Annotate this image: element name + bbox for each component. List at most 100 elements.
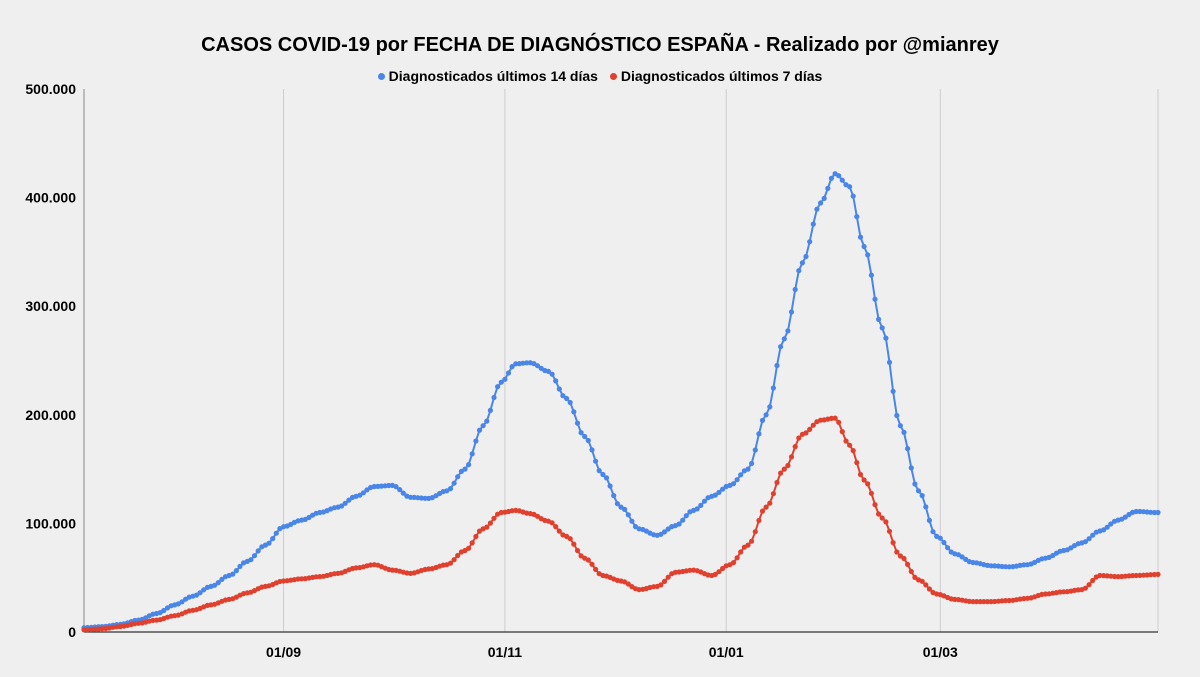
data-point: [847, 184, 853, 190]
data-point: [886, 528, 893, 534]
x-tick-label: 01/09: [266, 644, 301, 660]
data-point: [495, 384, 501, 390]
data-point: [712, 571, 718, 578]
data-point: [926, 517, 933, 524]
data-point: [509, 364, 515, 370]
data-point: [919, 493, 925, 499]
data-point: [832, 415, 838, 421]
data-point: [473, 438, 479, 444]
data-point: [593, 458, 599, 464]
data-point: [883, 519, 889, 525]
data-point: [981, 599, 987, 605]
data-point: [850, 448, 856, 454]
data-point: [1086, 536, 1092, 542]
data-point: [614, 501, 621, 507]
chart-title: CASOS COVID-19 por FECHA DE DIAGNÓSTICO …: [201, 34, 999, 56]
data-point: [451, 480, 457, 486]
data-point: [161, 607, 167, 614]
data-point: [810, 422, 816, 428]
data-point: [215, 580, 221, 586]
data-point: [201, 587, 207, 593]
data-point: [549, 520, 555, 526]
data-point: [966, 598, 972, 605]
data-point: [1097, 572, 1103, 579]
data-point: [774, 479, 780, 486]
data-point: [818, 200, 824, 206]
data-point: [545, 368, 552, 374]
data-point: [487, 520, 493, 526]
data-point: [1155, 509, 1161, 516]
legend: Diagnosticados últimos 14 días Diagnosti…: [0, 68, 1200, 84]
data-point: [992, 563, 998, 569]
data-point: [763, 504, 769, 510]
y-tick-label: 100.000: [25, 515, 76, 531]
data-point: [803, 430, 809, 436]
data-point: [1006, 564, 1012, 570]
data-point: [763, 412, 769, 418]
data-point: [317, 574, 323, 580]
data-point: [212, 582, 218, 588]
data-point: [680, 517, 686, 523]
data-point: [574, 420, 581, 426]
data-point: [984, 599, 991, 605]
data-point: [876, 511, 882, 517]
y-tick-label: 0: [68, 624, 76, 640]
data-point: [593, 566, 599, 573]
data-point: [1133, 508, 1139, 515]
data-point: [857, 234, 864, 240]
data-point: [270, 536, 276, 542]
data-point: [807, 426, 813, 432]
data-point: [553, 378, 559, 384]
series-line-0: [83, 172, 1158, 629]
data-point: [720, 486, 726, 492]
data-point: [945, 545, 951, 551]
data-point: [836, 173, 842, 179]
data-point: [854, 214, 860, 220]
data-point: [785, 328, 791, 334]
data-point: [400, 490, 406, 496]
data-point: [734, 477, 740, 483]
data-point: [883, 335, 889, 341]
data-point: [974, 599, 980, 605]
data-point: [901, 555, 907, 562]
data-point: [799, 260, 806, 266]
data-point: [752, 447, 758, 453]
data-point: [788, 454, 795, 460]
data-point: [861, 243, 867, 250]
data-point: [759, 417, 766, 423]
data-point: [1122, 514, 1128, 520]
data-point: [926, 586, 933, 592]
data-point: [1151, 509, 1157, 516]
data-point: [1101, 527, 1107, 533]
data-point: [1148, 572, 1154, 578]
data-point: [534, 363, 541, 369]
data-point: [905, 561, 911, 568]
data-point: [828, 175, 835, 181]
data-point: [484, 524, 490, 530]
data-point: [734, 555, 740, 561]
data-point: [1148, 509, 1154, 515]
data-point: [774, 362, 780, 369]
data-point: [339, 503, 345, 509]
data-point: [861, 477, 867, 483]
data-point: [273, 530, 279, 536]
data-point: [796, 268, 802, 274]
data-point: [868, 272, 875, 278]
data-point: [977, 599, 983, 605]
data-point: [1090, 577, 1096, 584]
data-point: [629, 518, 635, 524]
data-point: [665, 574, 671, 580]
data-point: [701, 498, 708, 504]
data-point: [941, 539, 947, 546]
data-point: [821, 195, 827, 201]
y-tick-label: 400.000: [25, 190, 76, 206]
data-point: [796, 435, 802, 441]
data-point: [603, 475, 610, 481]
data-point: [792, 444, 798, 450]
data-point: [1057, 589, 1063, 595]
data-point: [908, 465, 914, 471]
data-point: [574, 547, 581, 554]
data-point: [879, 325, 885, 331]
data-point: [469, 451, 475, 457]
data-point: [756, 517, 762, 524]
